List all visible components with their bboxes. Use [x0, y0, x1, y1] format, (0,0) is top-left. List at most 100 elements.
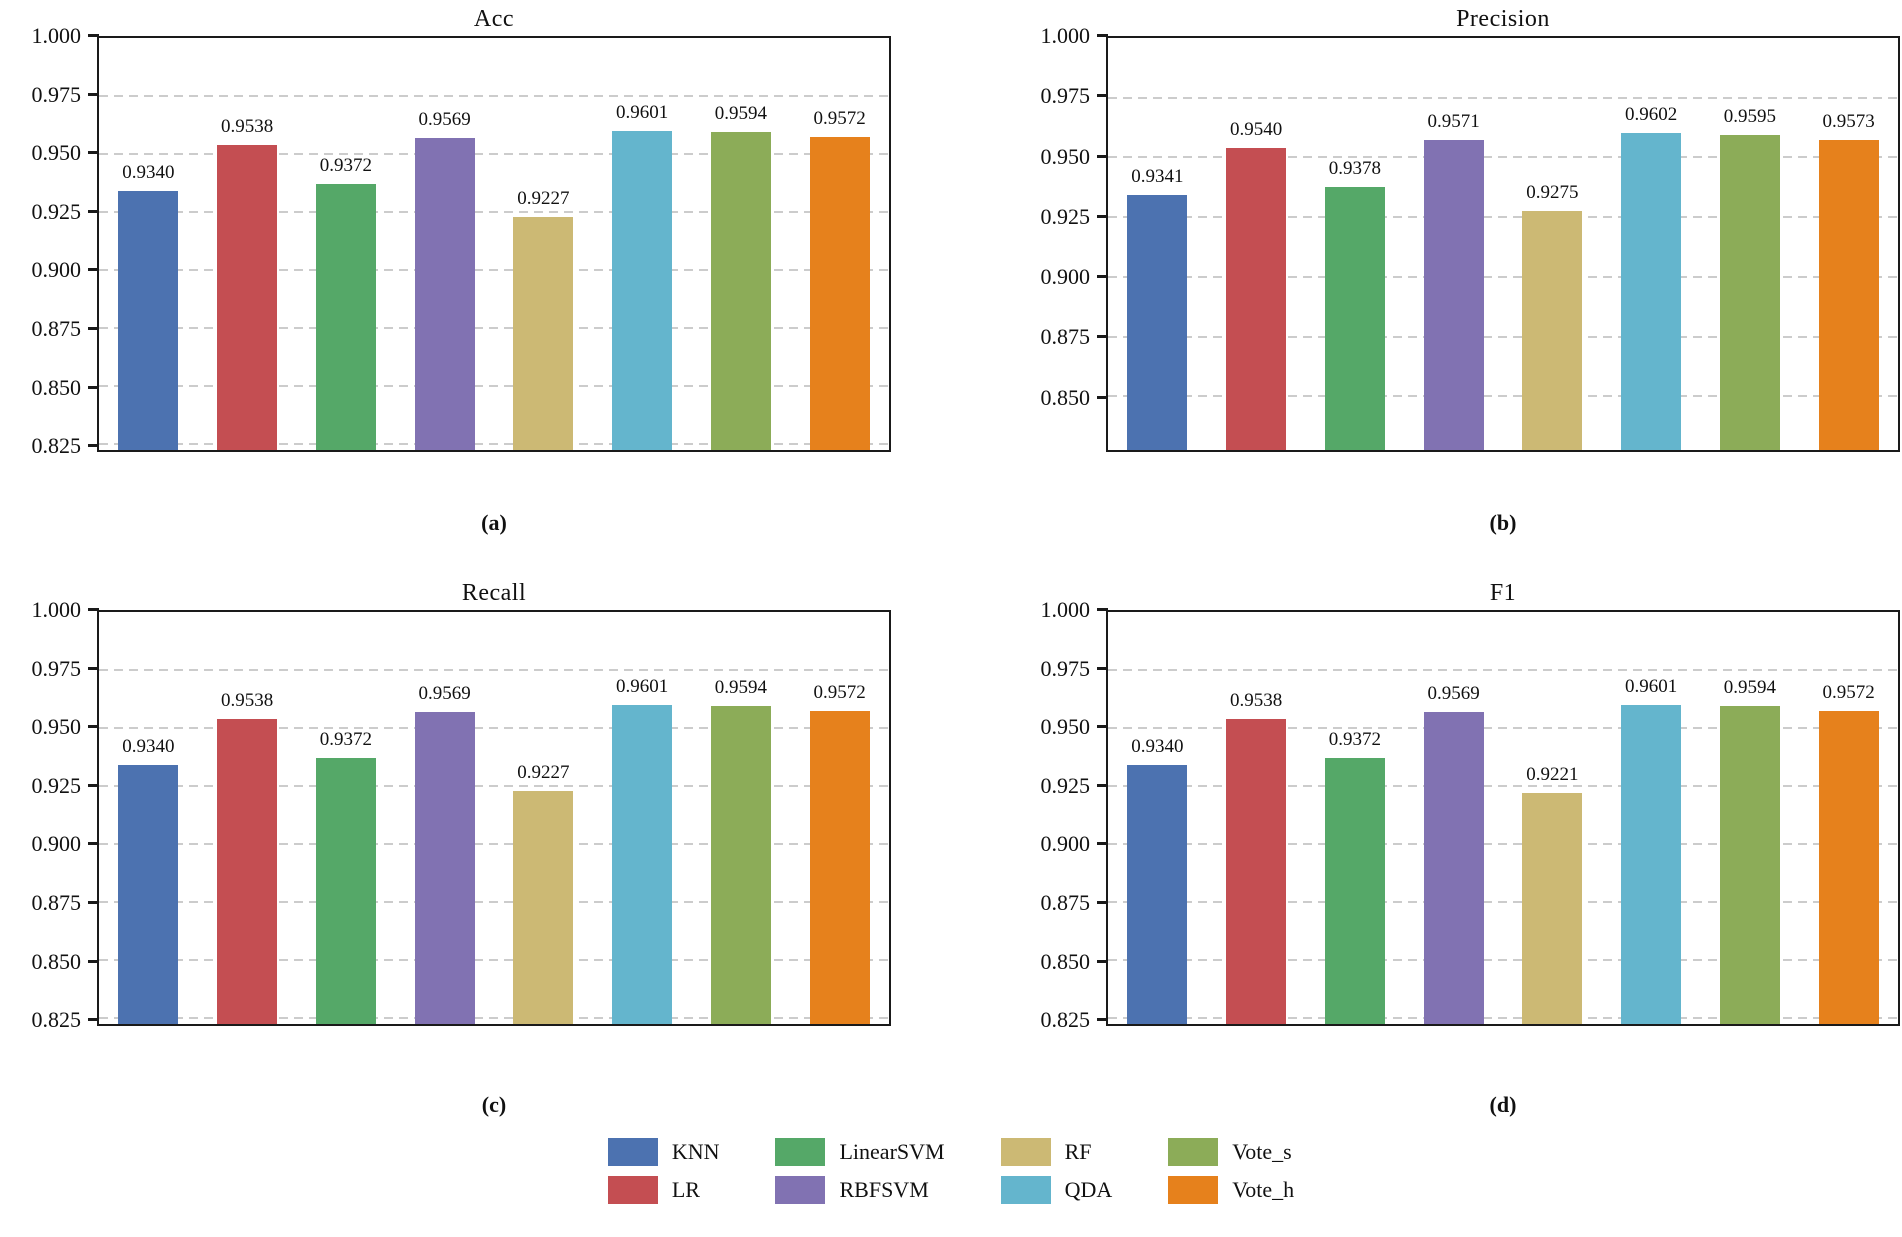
legend-label: LinearSVM — [839, 1139, 945, 1164]
gridline — [1108, 727, 1898, 730]
y-tick-label: 0.900 — [31, 257, 82, 283]
bar-value-label: 0.9572 — [813, 108, 866, 130]
bar-qda — [612, 130, 673, 450]
chart-title-f1: F1 — [1489, 580, 1517, 606]
y-tick-label: 0.925 — [1040, 203, 1091, 229]
gridline — [99, 843, 889, 846]
subplot-caption-b: (b) — [1489, 510, 1517, 535]
y-tick-mark — [88, 92, 99, 96]
gridline — [99, 153, 889, 156]
bar-value-label: 0.9569 — [418, 109, 471, 131]
y-axis-precision: 0.850 0.875 0.900 0.925 0.950 0.975 1.000 — [1009, 25, 1108, 452]
bar-lr — [217, 145, 278, 450]
y-tick-mark — [88, 209, 99, 213]
panel-precision: Precision 0.850 0.875 0.900 0.925 0.950 0.975… — [1009, 4, 1900, 540]
bar-linearsvm — [1324, 757, 1385, 1024]
bar-qda — [612, 704, 673, 1024]
gridline — [1108, 216, 1898, 219]
y-tick-mark — [1097, 783, 1108, 787]
gridline — [1108, 843, 1898, 846]
gridline — [1108, 1017, 1898, 1020]
y-axis-acc: 0.825 0.850 0.875 0.900 0.925 0.950 0.975 1.000 — [0, 25, 99, 457]
bar-linearsvm — [1324, 186, 1385, 450]
bar-value-label: 0.9572 — [813, 682, 866, 704]
y-tick-label: 0.925 — [31, 198, 82, 224]
axes-precision: 0.850 0.875 0.900 0.925 0.950 0.975 1.000 0.93… — [1009, 25, 1900, 452]
legend-label: Vote_h — [1232, 1177, 1295, 1202]
chart-title-recall: Recall — [461, 580, 527, 606]
bar-rf — [513, 791, 574, 1024]
bar-vote-h — [809, 137, 870, 450]
legend-label: LR — [671, 1177, 700, 1202]
y-tick-mark — [1097, 725, 1108, 729]
gridline — [99, 327, 889, 330]
vote-s-swatch-icon — [1168, 1138, 1219, 1166]
y-tick-label: 1.000 — [1040, 597, 1091, 622]
bar-value-label: 0.9538 — [1230, 690, 1283, 712]
gridline — [1108, 96, 1898, 99]
subplot-caption-d: (d) — [1489, 1092, 1517, 1117]
y-tick-label: 0.950 — [1040, 714, 1091, 740]
bar-lr — [1226, 719, 1287, 1024]
y-tick-mark — [88, 783, 99, 787]
bar-vote-h — [1818, 140, 1879, 450]
bar-value-label: 0.9573 — [1822, 111, 1875, 132]
gridline — [1108, 959, 1898, 962]
bar-value-label: 0.9372 — [1328, 728, 1381, 750]
legend-item-qda: QDA — [1000, 1176, 1113, 1204]
bar-lr — [1226, 147, 1287, 450]
bar-value-label: 0.9572 — [1822, 682, 1875, 704]
gridline — [1108, 395, 1898, 398]
y-tick-label: 0.875 — [1040, 324, 1091, 350]
bar-knn — [118, 765, 179, 1024]
gridline — [99, 211, 889, 214]
plot-area-recall: 0.9340 0.9538 0.9372 0.9569 0.9227 0.9601 0.95… — [97, 610, 891, 1026]
lr-swatch-icon — [607, 1176, 658, 1204]
bar-value-label: 0.9538 — [221, 690, 274, 712]
axes-recall: 0.825 0.850 0.875 0.900 0.925 0.950 0.975 1.000… — [0, 599, 891, 1031]
y-tick-label: 0.925 — [31, 772, 82, 798]
gridline — [1108, 669, 1898, 672]
chart-title-precision: Precision — [1456, 6, 1550, 32]
bar-value-label: 0.9595 — [1723, 105, 1776, 127]
rf-swatch-icon — [1000, 1138, 1051, 1166]
bar-value-label: 0.9571 — [1427, 111, 1480, 133]
bar-vote-s — [710, 706, 771, 1024]
gridline — [1108, 275, 1898, 278]
bar-rf — [1522, 211, 1583, 450]
bar-linearsvm — [315, 757, 376, 1024]
plot-area-f1: 0.9340 0.9538 0.9372 0.9569 0.9221 0.9601 0.95… — [1106, 610, 1900, 1026]
bar-value-label: 0.9594 — [1723, 677, 1776, 699]
gridline — [99, 385, 889, 388]
y-tick-label: 1.000 — [31, 597, 82, 622]
y-axis-f1: 0.825 0.850 0.875 0.900 0.925 0.950 0.975 1.000 — [1009, 599, 1108, 1031]
y-tick-label: 0.850 — [31, 374, 82, 400]
bar-value-label: 0.9601 — [616, 101, 669, 123]
linearsvm-swatch-icon — [775, 1138, 826, 1166]
y-tick-mark — [1097, 666, 1108, 670]
legend-label: QDA — [1064, 1177, 1113, 1202]
y-tick-mark — [1097, 94, 1108, 98]
y-tick-mark — [1097, 842, 1108, 846]
bar-vote-h — [1818, 711, 1879, 1024]
y-tick-label: 0.950 — [31, 714, 82, 740]
y-tick-mark — [88, 842, 99, 846]
panel-acc: Acc 0.825 0.850 0.875 0.900 0.925 0.950 0.975 1… — [0, 4, 891, 540]
legend-item-rbfsvm: RBFSVM — [775, 1176, 944, 1204]
y-tick-mark — [1097, 959, 1108, 963]
bar-value-label: 0.9275 — [1526, 182, 1579, 204]
gridline — [1108, 785, 1898, 788]
legend-item-rf: RF — [1000, 1138, 1113, 1166]
vote-h-swatch-icon — [1168, 1176, 1219, 1204]
y-tick-mark — [88, 385, 99, 389]
y-tick-mark — [1097, 275, 1108, 279]
gridline — [1108, 335, 1898, 338]
bar-value-label: 0.9569 — [418, 683, 471, 705]
gridline — [99, 669, 889, 672]
bar-rbfsvm — [414, 712, 475, 1024]
bar-lr — [217, 719, 278, 1024]
bar-vote-s — [710, 132, 771, 450]
y-tick-label: 0.975 — [1040, 83, 1091, 109]
bar-knn — [118, 191, 179, 450]
bar-rbfsvm — [1423, 712, 1484, 1024]
